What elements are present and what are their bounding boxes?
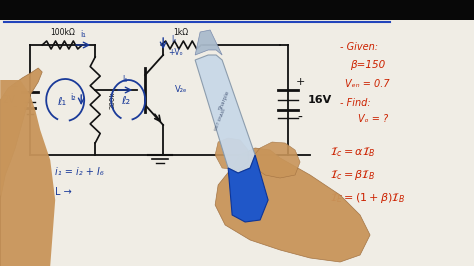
Text: - Given:: - Given: — [340, 42, 378, 52]
Text: WET ERASE: WET ERASE — [214, 107, 227, 131]
Text: $\mathcal{I}_c = \alpha \mathcal{I}_B$: $\mathcal{I}_c = \alpha \mathcal{I}_B$ — [330, 145, 375, 159]
Text: V₂ₑ: V₂ₑ — [175, 85, 188, 94]
Text: β=150: β=150 — [350, 60, 385, 70]
Text: 1kΩ: 1kΩ — [173, 28, 189, 37]
Text: Vₒ = ?: Vₒ = ? — [358, 114, 388, 124]
Polygon shape — [0, 0, 474, 20]
Text: Sharpie: Sharpie — [218, 90, 230, 111]
Text: -: - — [298, 111, 302, 125]
Polygon shape — [250, 142, 300, 178]
Text: Iₙ: Iₙ — [171, 35, 176, 44]
Text: $\mathcal{I}_E = (1+\beta) \mathcal{I}_B$: $\mathcal{I}_E = (1+\beta) \mathcal{I}_B… — [330, 191, 405, 205]
Polygon shape — [0, 18, 474, 266]
Polygon shape — [228, 155, 268, 222]
Text: ℓ₁: ℓ₁ — [58, 97, 67, 107]
Text: Semiconductors: BJT Circuit Analysis  (NPN Transistor: Semiconductors: BJT Circuit Analysis (NP… — [92, 8, 382, 18]
Text: 200k: 200k — [109, 91, 115, 109]
Text: I₆: I₆ — [122, 75, 128, 84]
Text: i₁ = i₂ + I₆: i₁ = i₂ + I₆ — [55, 167, 104, 177]
Text: - Find:: - Find: — [340, 98, 371, 108]
Text: Vₑₙ = 0.7: Vₑₙ = 0.7 — [345, 79, 390, 89]
Polygon shape — [215, 148, 370, 262]
Text: 2V: 2V — [2, 95, 15, 105]
Text: +: + — [10, 82, 18, 92]
Polygon shape — [0, 80, 55, 266]
Polygon shape — [215, 138, 248, 170]
Text: i₂: i₂ — [70, 93, 76, 102]
Text: +Vₒ: +Vₒ — [168, 48, 182, 57]
Text: ℓ₂: ℓ₂ — [122, 96, 131, 106]
Text: 16V: 16V — [308, 95, 332, 105]
Polygon shape — [0, 68, 42, 266]
Polygon shape — [195, 55, 255, 173]
Text: i₁: i₁ — [80, 30, 86, 39]
Text: $\mathcal{I}_c = \beta \mathcal{I}_B$: $\mathcal{I}_c = \beta \mathcal{I}_B$ — [330, 168, 375, 182]
Polygon shape — [0, 0, 474, 20]
Text: -: - — [12, 100, 17, 113]
Text: 100kΩ: 100kΩ — [50, 28, 74, 37]
Polygon shape — [195, 30, 222, 55]
Text: L →: L → — [55, 187, 72, 197]
Text: +: + — [295, 77, 305, 87]
